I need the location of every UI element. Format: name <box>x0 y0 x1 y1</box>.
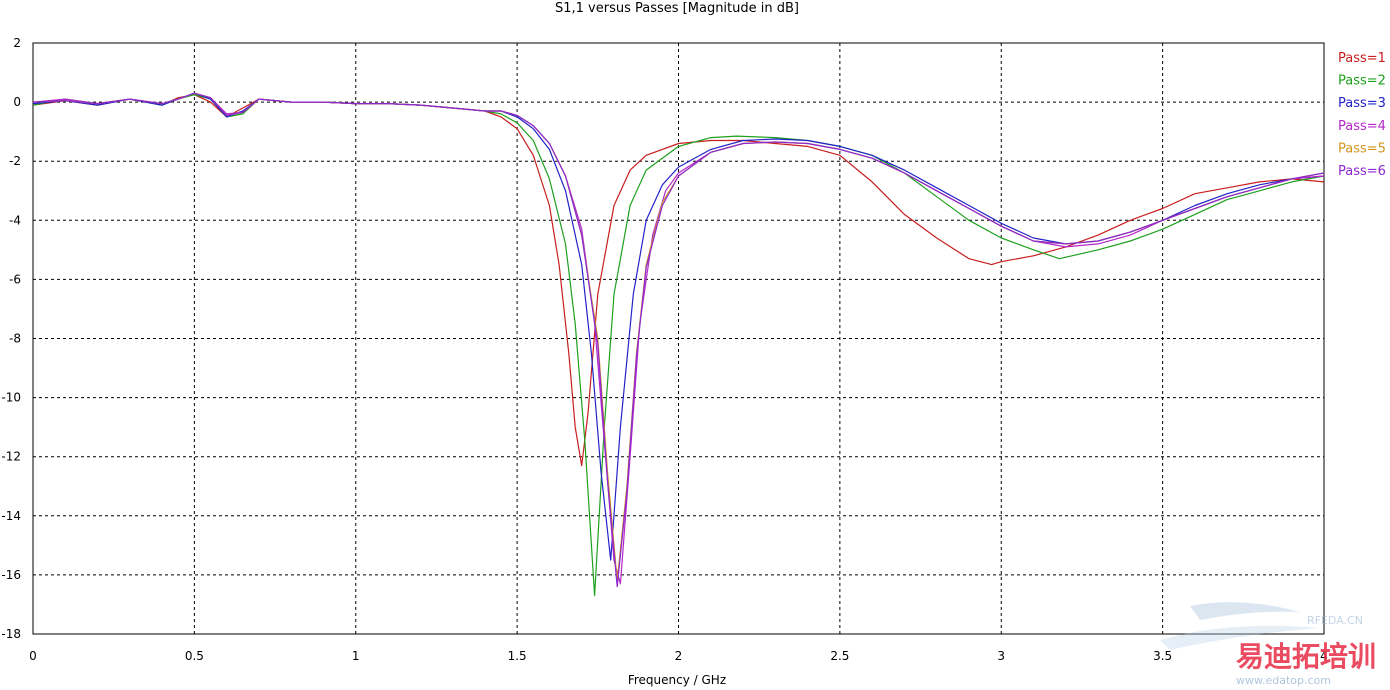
legend-entry: Pass=4 <box>1338 119 1386 134</box>
legend-entry: Pass=5 <box>1338 141 1386 156</box>
legend-entry: Pass=2 <box>1338 74 1386 89</box>
watermark-url-text: www.edatop.com <box>1236 674 1331 687</box>
x-tick-label: 4 <box>1320 649 1328 663</box>
y-tick-label: -2 <box>9 154 21 168</box>
y-tick-label: -4 <box>9 213 21 227</box>
x-tick-label: 1 <box>352 649 360 663</box>
watermark-swoosh-icon <box>1160 602 1320 650</box>
series-line <box>32 92 1325 588</box>
watermark: RFEDA.CN 易迪拓培训 www.edatop.com <box>1160 602 1376 687</box>
x-tick-label: 0 <box>29 649 37 663</box>
y-tick-label: 0 <box>13 95 21 109</box>
y-tick-label: -8 <box>9 332 21 346</box>
watermark-site-text: RFEDA.CN <box>1307 614 1363 627</box>
legend-entry: Pass=3 <box>1338 96 1386 111</box>
plot-frame <box>32 42 1325 635</box>
legend-entry: Pass=1 <box>1338 51 1386 66</box>
series-line <box>32 94 1325 597</box>
y-tick-label: -10 <box>1 391 21 405</box>
x-tick-label: 2 <box>675 649 683 663</box>
y-tick-label: -18 <box>1 627 21 641</box>
chart-title: S1,1 versus Passes [Magnitude in dB] <box>555 1 799 16</box>
y-tick-label: -6 <box>9 272 21 286</box>
legend-entry: Pass=6 <box>1338 164 1386 179</box>
x-tick-label: 2.5 <box>830 649 849 663</box>
x-tick-labels: 0 0.5 1 1.5 2 2.5 3 3.5 4 <box>29 649 1328 663</box>
y-tick-label: -12 <box>1 450 21 464</box>
grid <box>33 43 1324 634</box>
x-tick-label: 1.5 <box>508 649 527 663</box>
y-tick-labels: 2 0 -2 -4 -6 -8 -10 -12 -14 -16 -18 <box>1 36 21 641</box>
y-tick-label: 2 <box>13 36 21 50</box>
x-tick-label: 3 <box>997 649 1005 663</box>
y-tick-label: -14 <box>1 509 21 523</box>
series-line <box>32 94 1325 467</box>
x-tick-label: 3.5 <box>1153 649 1172 663</box>
legend: Pass=1 Pass=2 Pass=3 Pass=4 Pass=5 Pass=6 <box>1338 51 1386 179</box>
y-tick-label: -16 <box>1 568 21 582</box>
watermark-brand-text: 易迪拓培训 <box>1236 640 1376 673</box>
x-tick-label: 0.5 <box>185 649 204 663</box>
x-axis-label: Frequency / GHz <box>628 673 726 687</box>
series-lines <box>32 92 1325 597</box>
